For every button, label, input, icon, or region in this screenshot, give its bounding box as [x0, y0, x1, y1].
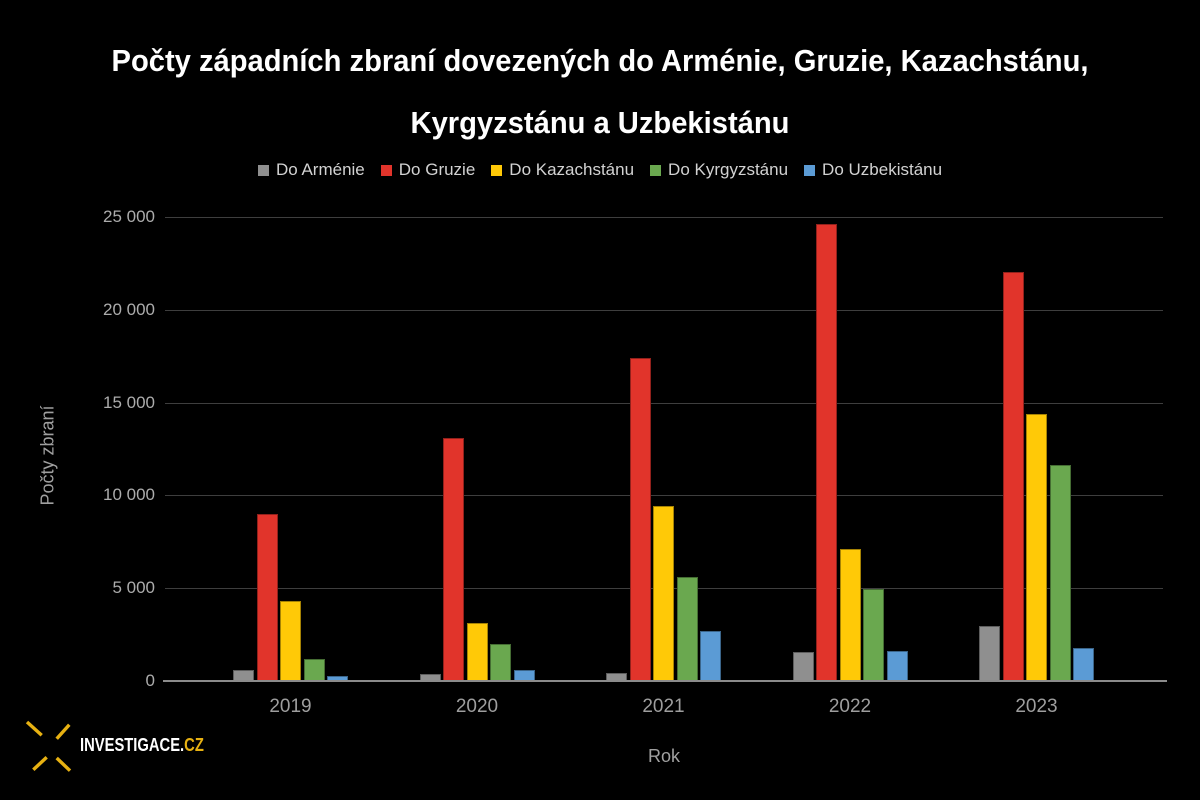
bar-2020-do-kyrgyzstanu [490, 644, 511, 681]
bar-2022-do-kyrgyzstanu [863, 589, 884, 681]
brand-text-suffix: CZ [184, 734, 204, 755]
y-tick-label-10000: 10 000 [103, 485, 155, 504]
bar-2020-do-gruzie [443, 438, 464, 681]
legend-label-do-gruzie: Do Gruzie [398, 160, 476, 179]
legend-swatch-do-gruzie [380, 164, 392, 176]
bar-2020-do-kazachstanu [466, 623, 488, 681]
bar-2023-do-armenie [979, 626, 1000, 681]
chart-title-line-1: Počty západních zbraní dovezených do Arm… [111, 43, 1089, 78]
y-tick-label-15000: 15 000 [103, 393, 155, 412]
x-tick-label-2022: 2022 [828, 696, 872, 717]
legend-label-do-kyrgyzstanu: Do Kyrgyzstánu [668, 160, 789, 179]
y-tick-label-5000: 5 000 [112, 578, 155, 597]
bar-2022-do-armenie [792, 652, 814, 681]
bar-2021-do-gruzie [629, 358, 651, 681]
brand-text-main: INVESTIGACE. [80, 734, 185, 755]
bar-2023-do-kazachstanu [1026, 414, 1047, 681]
legend-label-do-uzbekistanu: Do Uzbekistánu [822, 160, 943, 179]
bar-2019-do-gruzie [256, 514, 278, 681]
bar-2020-do-armenie [419, 674, 441, 681]
bar-2019-do-kazachstanu [280, 601, 301, 681]
legend-swatch-do-uzbekistanu [804, 164, 816, 176]
brand-x-icon [25, 720, 72, 772]
bar-2019-do-armenie [233, 670, 254, 681]
bar-2023-do-kyrgyzstanu [1049, 465, 1071, 681]
legend-item-do-gruzie: Do Gruzie [380, 160, 476, 180]
gridline-20000 [165, 310, 1163, 311]
legend-item-do-uzbekistanu: Do Uzbekistánu [804, 160, 942, 180]
y-axis-title: Počty zbraní [37, 405, 58, 506]
legend-item-do-armenie: Do Arménie [257, 160, 365, 180]
x-tick-label-2023: 2023 [1015, 696, 1058, 717]
legend-item-do-kyrgyzstanu: Do Kyrgyzstánu [650, 160, 788, 180]
gridline-10000 [165, 495, 1163, 496]
gridline-15000 [165, 403, 1163, 404]
y-tick-label-25000: 25 000 [103, 207, 155, 226]
legend-swatch-do-kazachstanu [491, 164, 503, 176]
brand-logo: INVESTIGACE.CZ [24, 716, 231, 774]
x-tick-label-2020: 2020 [455, 696, 499, 717]
bar-2019-do-kyrgyzstanu [303, 659, 325, 681]
bar-2021-do-kyrgyzstanu [676, 577, 698, 681]
plot-area [163, 217, 1167, 682]
legend-label-do-armenie: Do Arménie [275, 160, 365, 179]
bar-2023-do-uzbekistanu [1073, 648, 1094, 681]
gridline-25000 [165, 217, 1163, 218]
bar-2019-do-uzbekistanu [327, 676, 348, 681]
x-tick-label-2019: 2019 [269, 696, 312, 717]
bar-2022-do-kazachstanu [839, 549, 861, 681]
brand-text: INVESTIGACE.CZ [80, 735, 204, 756]
bar-2021-do-kazachstanu [653, 506, 674, 681]
legend-swatch-do-kyrgyzstanu [650, 164, 662, 176]
legend-label-do-kazachstanu: Do Kazachstánu [509, 160, 635, 179]
bar-2020-do-uzbekistanu [513, 670, 535, 681]
bar-2021-do-armenie [606, 673, 627, 681]
x-axis-line [163, 680, 1167, 682]
legend-swatch-do-armenie [257, 164, 269, 176]
bar-2023-do-gruzie [1002, 272, 1024, 681]
bar-2021-do-uzbekistanu [700, 631, 721, 681]
x-tick-label-2021: 2021 [642, 696, 685, 717]
chart-title-line-2: Kyrgyzstánu a Uzbekistánu [410, 105, 790, 140]
bar-2022-do-gruzie [816, 224, 837, 681]
x-axis-title: Rok [647, 746, 680, 766]
legend: Do Arménie Do Gruzie Do Kazachstánu Do Kyrg… [0, 158, 1200, 182]
y-tick-label-20000: 20 000 [103, 300, 155, 319]
chart-title: Počty západních zbraní dovezených do Arm… [0, 30, 1200, 154]
y-tick-label-0: 0 [145, 671, 155, 690]
legend-item-do-kazachstanu: Do Kazachstánu [491, 160, 634, 180]
bar-2022-do-uzbekistanu [886, 651, 908, 681]
